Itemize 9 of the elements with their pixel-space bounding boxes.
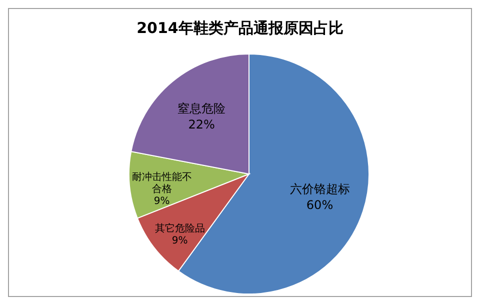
data-label: 9%: [172, 235, 188, 246]
chart-title: 2014年鞋类产品通报原因占比: [136, 19, 344, 38]
slice-label: 耐冲击性能不合格: [132, 170, 192, 195]
data-label: 22%: [188, 118, 215, 132]
slice-label: 六价铬超标: [290, 182, 350, 196]
data-label: 9%: [154, 196, 170, 207]
slice-label: 窒息危险: [178, 102, 226, 116]
slice-label: 其它危险品: [154, 222, 205, 234]
data-label: 60%: [306, 198, 334, 212]
